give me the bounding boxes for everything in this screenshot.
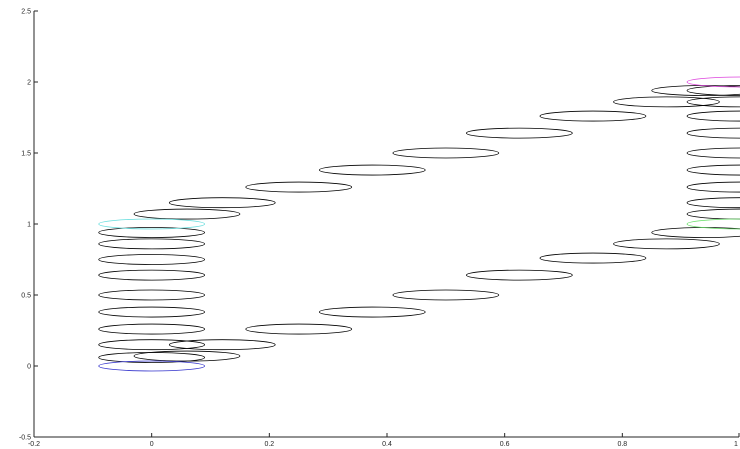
x-tick-label: 0.2 [264, 441, 274, 448]
ring-mark [539, 110, 647, 122]
x-tick-label: 1 [734, 441, 738, 448]
ring-mark [686, 110, 740, 122]
ring-mark [98, 269, 206, 281]
ring-mark [392, 289, 500, 301]
ring-mark [98, 306, 206, 318]
y-tick-label: 2 [27, 80, 31, 87]
ring-mark [613, 238, 720, 250]
x-tick-label: 0.4 [382, 441, 392, 448]
x-tick-label: 0 [150, 441, 154, 448]
axes [33, 11, 739, 438]
x-tick-label: -0.2 [28, 441, 40, 448]
ring-mark [686, 96, 740, 108]
ring-mark [686, 147, 740, 159]
ring-mark [133, 208, 241, 220]
highlighted-ring-mark [98, 218, 206, 230]
ring-mark [686, 164, 740, 176]
ring-mark [686, 208, 740, 220]
data-rings [98, 76, 740, 372]
y-tick-label: 0 [27, 364, 31, 371]
ring-mark [466, 269, 573, 281]
ring-mark [466, 127, 573, 139]
ring-mark [133, 350, 241, 362]
highlighted-ring-mark [98, 360, 206, 372]
ring-mark [686, 197, 740, 209]
y-tick-label: 0.5 [21, 293, 31, 300]
ring-mark [539, 252, 647, 264]
ring-mark [686, 127, 740, 139]
ring-mark [318, 306, 426, 318]
y-tick-label: 2.5 [21, 9, 31, 16]
ring-mark [168, 197, 276, 209]
ring-mark [98, 238, 206, 250]
ring-mark [98, 227, 206, 238]
ring-mark [686, 181, 740, 193]
ring-mark [98, 323, 206, 335]
x-tick-label: 0.8 [617, 441, 627, 448]
x-ticks: -0.2 0 0.2 0.4 0.6 0.8 1 [28, 433, 740, 448]
y-tick-label: -0.5 [19, 435, 31, 442]
x-tick-label: 0.6 [500, 441, 510, 448]
y-ticks: -0.5 0 0.5 1 1.5 2 2.5 [19, 9, 38, 442]
y-tick-label: 1 [27, 222, 31, 229]
ring-mark [98, 339, 206, 351]
ring-mark [613, 96, 720, 108]
ring-mark [98, 254, 206, 265]
ring-mark [98, 289, 206, 301]
ring-mark [392, 147, 500, 159]
y-tick-label: 1.5 [21, 151, 31, 158]
ring-mark [168, 339, 276, 351]
ring-mark [318, 164, 426, 176]
ring-mark [245, 323, 353, 335]
ring-mark [245, 181, 353, 193]
